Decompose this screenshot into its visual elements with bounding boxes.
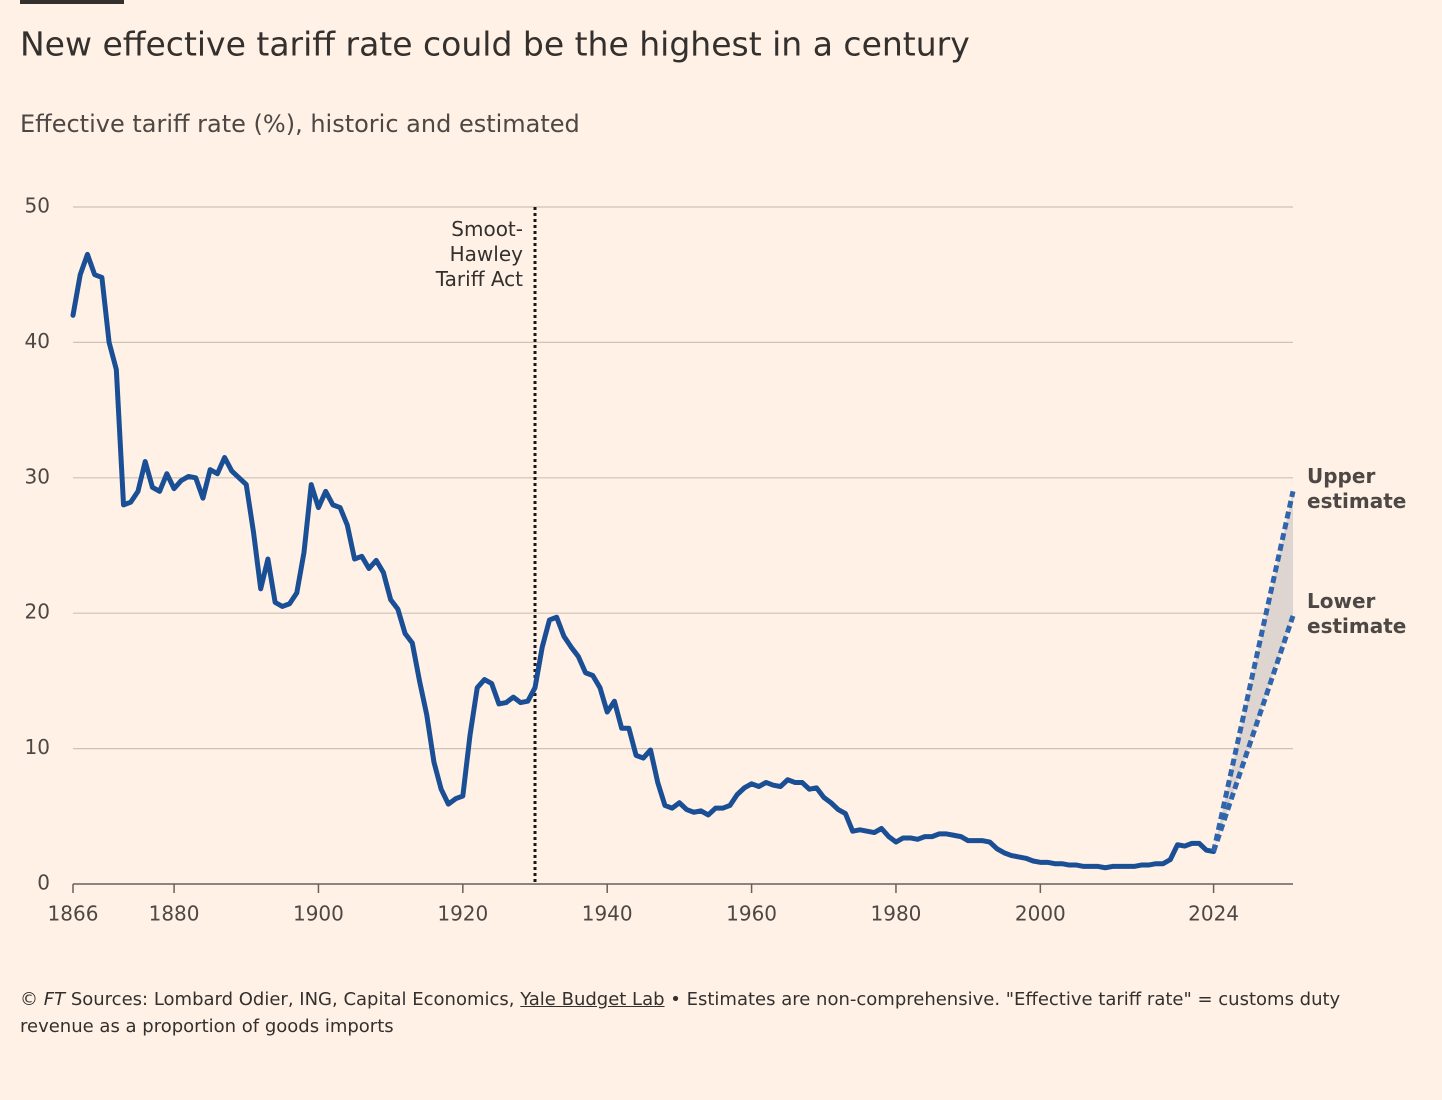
x-tick-label: 1866 (48, 902, 99, 926)
x-tick-label: 2000 (1015, 902, 1066, 926)
estimate-line (1211, 615, 1296, 853)
y-tick-label: 10 (25, 735, 50, 759)
x-tick-label: 2024 (1188, 902, 1239, 926)
brand: FT (43, 989, 66, 1010)
series-label: Upper estimate (1307, 464, 1407, 514)
x-tick-label: 1880 (149, 902, 200, 926)
annotation: Smoot-Hawley Tariff Act (435, 217, 523, 291)
chart-subtitle: Effective tariff rate (%), historic and … (20, 110, 580, 138)
estimate-line (1211, 490, 1296, 853)
y-tick-label: 30 (25, 464, 50, 488)
x-tick-label: 1980 (871, 902, 922, 926)
note: • Estimates are non-comprehensive. "Effe… (20, 989, 1341, 1037)
footer: © FT Sources: Lombard Odier, ING, Capita… (20, 986, 1400, 1040)
source-link[interactable]: Yale Budget Lab (520, 989, 665, 1010)
brand-bar (20, 0, 124, 4)
y-tick-label: 20 (25, 600, 50, 624)
sources: Sources: Lombard Odier, ING, Capital Eco… (70, 989, 515, 1010)
chart-title: New effective tariff rate could be the h… (20, 25, 970, 64)
y-tick-label: 0 (37, 871, 50, 895)
x-tick-label: 1900 (293, 902, 344, 926)
y-tick-label: 50 (25, 194, 50, 218)
x-tick-label: 1960 (726, 902, 777, 926)
y-tick-label: 40 (25, 329, 50, 353)
x-tick-label: 1940 (582, 902, 633, 926)
copyright: © (20, 989, 38, 1010)
history-line (70, 251, 1217, 871)
x-tick-label: 1920 (437, 902, 488, 926)
series-label: Lower estimate (1307, 588, 1407, 638)
